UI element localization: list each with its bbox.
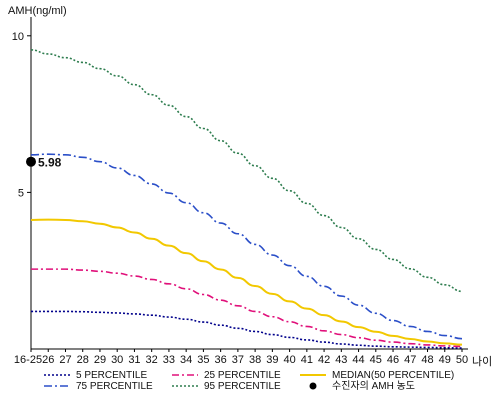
y-tick-label: 10	[12, 31, 24, 43]
y-tick-label: 5	[18, 187, 24, 199]
x-tick-label: 31	[128, 354, 140, 366]
amh-marker-point	[26, 156, 36, 167]
x-tick-label: 49	[439, 354, 451, 366]
x-tick-label: 28	[77, 354, 89, 366]
legend-label: 75 PERCENTILE	[76, 381, 153, 392]
x-tick-label: 45	[370, 354, 382, 366]
series-line-2	[31, 268, 463, 348]
legend-label: 5 PERCENTILE	[76, 370, 147, 381]
legend-label: 수진자의 AMH 농도	[332, 380, 415, 392]
x-tick-label: 47	[404, 354, 416, 366]
x-tick-label: 48	[421, 354, 433, 366]
y-axis-title: AMH(ng/ml)	[8, 5, 67, 17]
series-layer	[30, 49, 463, 349]
series-line-3	[30, 218, 463, 346]
x-tick-label: 43	[335, 354, 347, 366]
x-tick-label: 42	[318, 354, 330, 366]
x-tick-label: 16-25	[14, 354, 42, 366]
x-tick-label: 33	[163, 354, 175, 366]
x-tick-label: 29	[94, 354, 106, 366]
x-tick-label: 26	[42, 354, 54, 366]
series-line-1	[31, 310, 463, 349]
legend: 5 PERCENTILE 25 PERCENTILE MEDIAN(50 PERCE…	[44, 370, 454, 392]
x-tick-label: 41	[301, 354, 313, 366]
x-tick-label: 34	[180, 354, 192, 366]
x-tick-label: 46	[387, 354, 399, 366]
x-tick-label: 36	[215, 354, 227, 366]
legend-label: 25 PERCENTILE	[204, 370, 281, 381]
x-tick-label: 40	[283, 354, 295, 366]
x-tick-label: 27	[59, 354, 71, 366]
legend-marker-swatch	[309, 382, 317, 390]
legend-label: MEDIAN(50 PERCENTILE)	[332, 370, 454, 381]
x-tick-label: 30	[111, 354, 123, 366]
series-line-4	[30, 153, 463, 340]
x-tick-label: 39	[266, 354, 278, 366]
legend-label: 95 PERCENTILE	[204, 381, 281, 392]
marker-layer: 5.98	[26, 156, 62, 170]
x-tick-label: 32	[146, 354, 158, 366]
x-tick-label: 50	[456, 354, 468, 366]
amh-marker-value: 5.98	[38, 156, 62, 170]
axes: AMH(ng/ml) 나이 5 10 16-25 26 27 28 29 30 31 32 33 34 35…	[8, 5, 492, 368]
x-tick-label: 44	[352, 354, 364, 366]
x-tick-label: 38	[249, 354, 261, 366]
x-tick-label: 35	[197, 354, 209, 366]
x-tick-label: 37	[232, 354, 244, 366]
x-axis-title: 나이	[472, 355, 492, 368]
series-line-5	[30, 49, 463, 293]
